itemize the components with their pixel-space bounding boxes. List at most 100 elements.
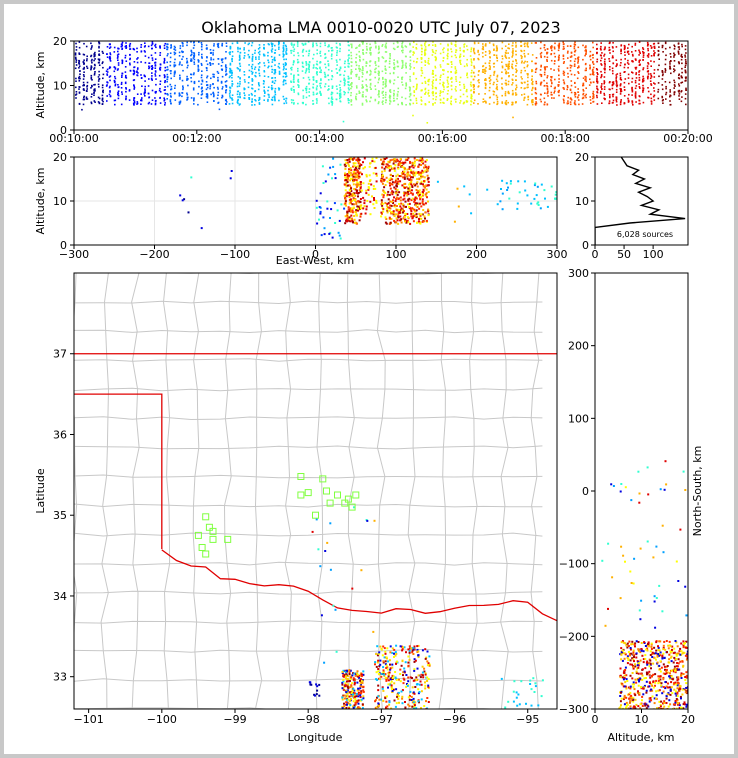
time-height-point <box>401 76 404 79</box>
time-height-point <box>273 96 276 98</box>
east-west-point <box>411 186 414 188</box>
time-height-point <box>270 42 273 44</box>
time-height-point <box>405 65 407 68</box>
east-west-point <box>357 207 360 210</box>
east-west-point <box>507 186 509 189</box>
plan-view-point <box>341 698 344 701</box>
time-height-point <box>543 103 546 106</box>
plan-view-point <box>353 705 356 708</box>
time-height-point <box>523 99 525 101</box>
east-west-point <box>344 172 346 175</box>
plan-view-point <box>359 694 362 697</box>
east-west-point <box>403 176 406 179</box>
time-height-point <box>466 74 468 77</box>
time-height-point <box>129 53 131 56</box>
time-height-point <box>669 95 671 98</box>
time-height-point <box>535 102 538 105</box>
time-height-point <box>192 47 195 49</box>
plan-view-point <box>400 664 403 667</box>
time-height-point <box>374 41 376 43</box>
plan-view-point <box>352 687 355 690</box>
plan-view-point <box>346 683 349 686</box>
time-height-point <box>339 50 341 53</box>
time-height-point <box>285 58 287 61</box>
east-west-point <box>346 191 349 194</box>
time-height-point <box>424 54 426 57</box>
east-west-point <box>356 175 359 178</box>
county-line <box>346 273 355 709</box>
time-height-point <box>166 69 168 71</box>
east-west-point <box>344 176 347 179</box>
east-west-point <box>396 208 399 211</box>
time-height-point <box>582 77 585 79</box>
time-height-point <box>136 93 139 95</box>
plan-view-point <box>374 663 376 666</box>
time-height-point <box>331 75 334 78</box>
time-height-point <box>365 95 367 98</box>
time-height-point <box>638 61 640 63</box>
time-height-point <box>470 72 473 74</box>
time-height-point <box>381 101 384 104</box>
time-height-point <box>650 47 653 49</box>
time-height-point <box>563 43 565 45</box>
time-height-point <box>523 87 526 90</box>
time-height-point <box>531 103 534 106</box>
time-height-point <box>409 90 411 92</box>
time-height-point <box>238 85 241 87</box>
plan-view-point <box>358 706 361 709</box>
time-height-point <box>570 99 573 101</box>
east-west-point <box>384 202 387 205</box>
east-west-point <box>415 197 418 200</box>
time-height-point <box>484 43 487 46</box>
time-height-point <box>136 70 138 72</box>
time-height-point <box>569 101 572 103</box>
time-height-point <box>673 93 676 96</box>
time-height-point <box>454 71 457 73</box>
time-height-point <box>297 73 299 76</box>
time-height-point <box>543 97 546 100</box>
time-height-point <box>585 45 587 47</box>
time-height-point <box>489 56 491 59</box>
east-west-point <box>385 218 388 220</box>
time-height-point <box>384 101 387 104</box>
time-height-point <box>163 74 166 76</box>
time-height-point <box>677 43 680 45</box>
time-height-point <box>535 82 538 85</box>
time-height-point <box>221 95 224 98</box>
time-height-point <box>420 50 423 53</box>
time-height-point <box>634 81 637 84</box>
time-height-point <box>164 69 166 72</box>
time-height-point <box>102 66 104 69</box>
time-height-point <box>680 75 683 77</box>
time-height-point <box>193 82 196 85</box>
plan-view-point <box>392 688 395 691</box>
time-height-point <box>554 87 556 90</box>
time-height-point <box>359 56 361 59</box>
time-height-point <box>534 62 537 65</box>
plan-view-point <box>350 693 353 696</box>
east-west-point <box>366 199 369 202</box>
time-height-point <box>657 49 660 52</box>
east-west-point <box>187 211 190 214</box>
time-height-point <box>263 80 265 83</box>
time-height-point <box>98 46 100 49</box>
time-height-point <box>508 57 510 59</box>
time-height-xtick-label: 00:14:00 <box>295 132 344 145</box>
time-height-point <box>680 100 683 103</box>
time-height-point <box>117 55 119 58</box>
time-height-point <box>585 67 587 70</box>
plan-view-point <box>347 702 350 705</box>
time-height-point <box>182 42 184 45</box>
time-height-point <box>93 94 95 96</box>
time-height-point <box>212 73 214 76</box>
time-height-point <box>612 93 615 96</box>
time-height-point <box>136 61 139 64</box>
east-west-point <box>347 163 350 166</box>
time-height-point <box>121 41 124 44</box>
time-height-point <box>384 68 387 71</box>
time-height-point <box>389 55 391 57</box>
time-height-point <box>591 97 594 100</box>
time-height-point <box>331 87 334 89</box>
east-west-point <box>383 167 386 170</box>
time-height-point <box>684 93 687 95</box>
